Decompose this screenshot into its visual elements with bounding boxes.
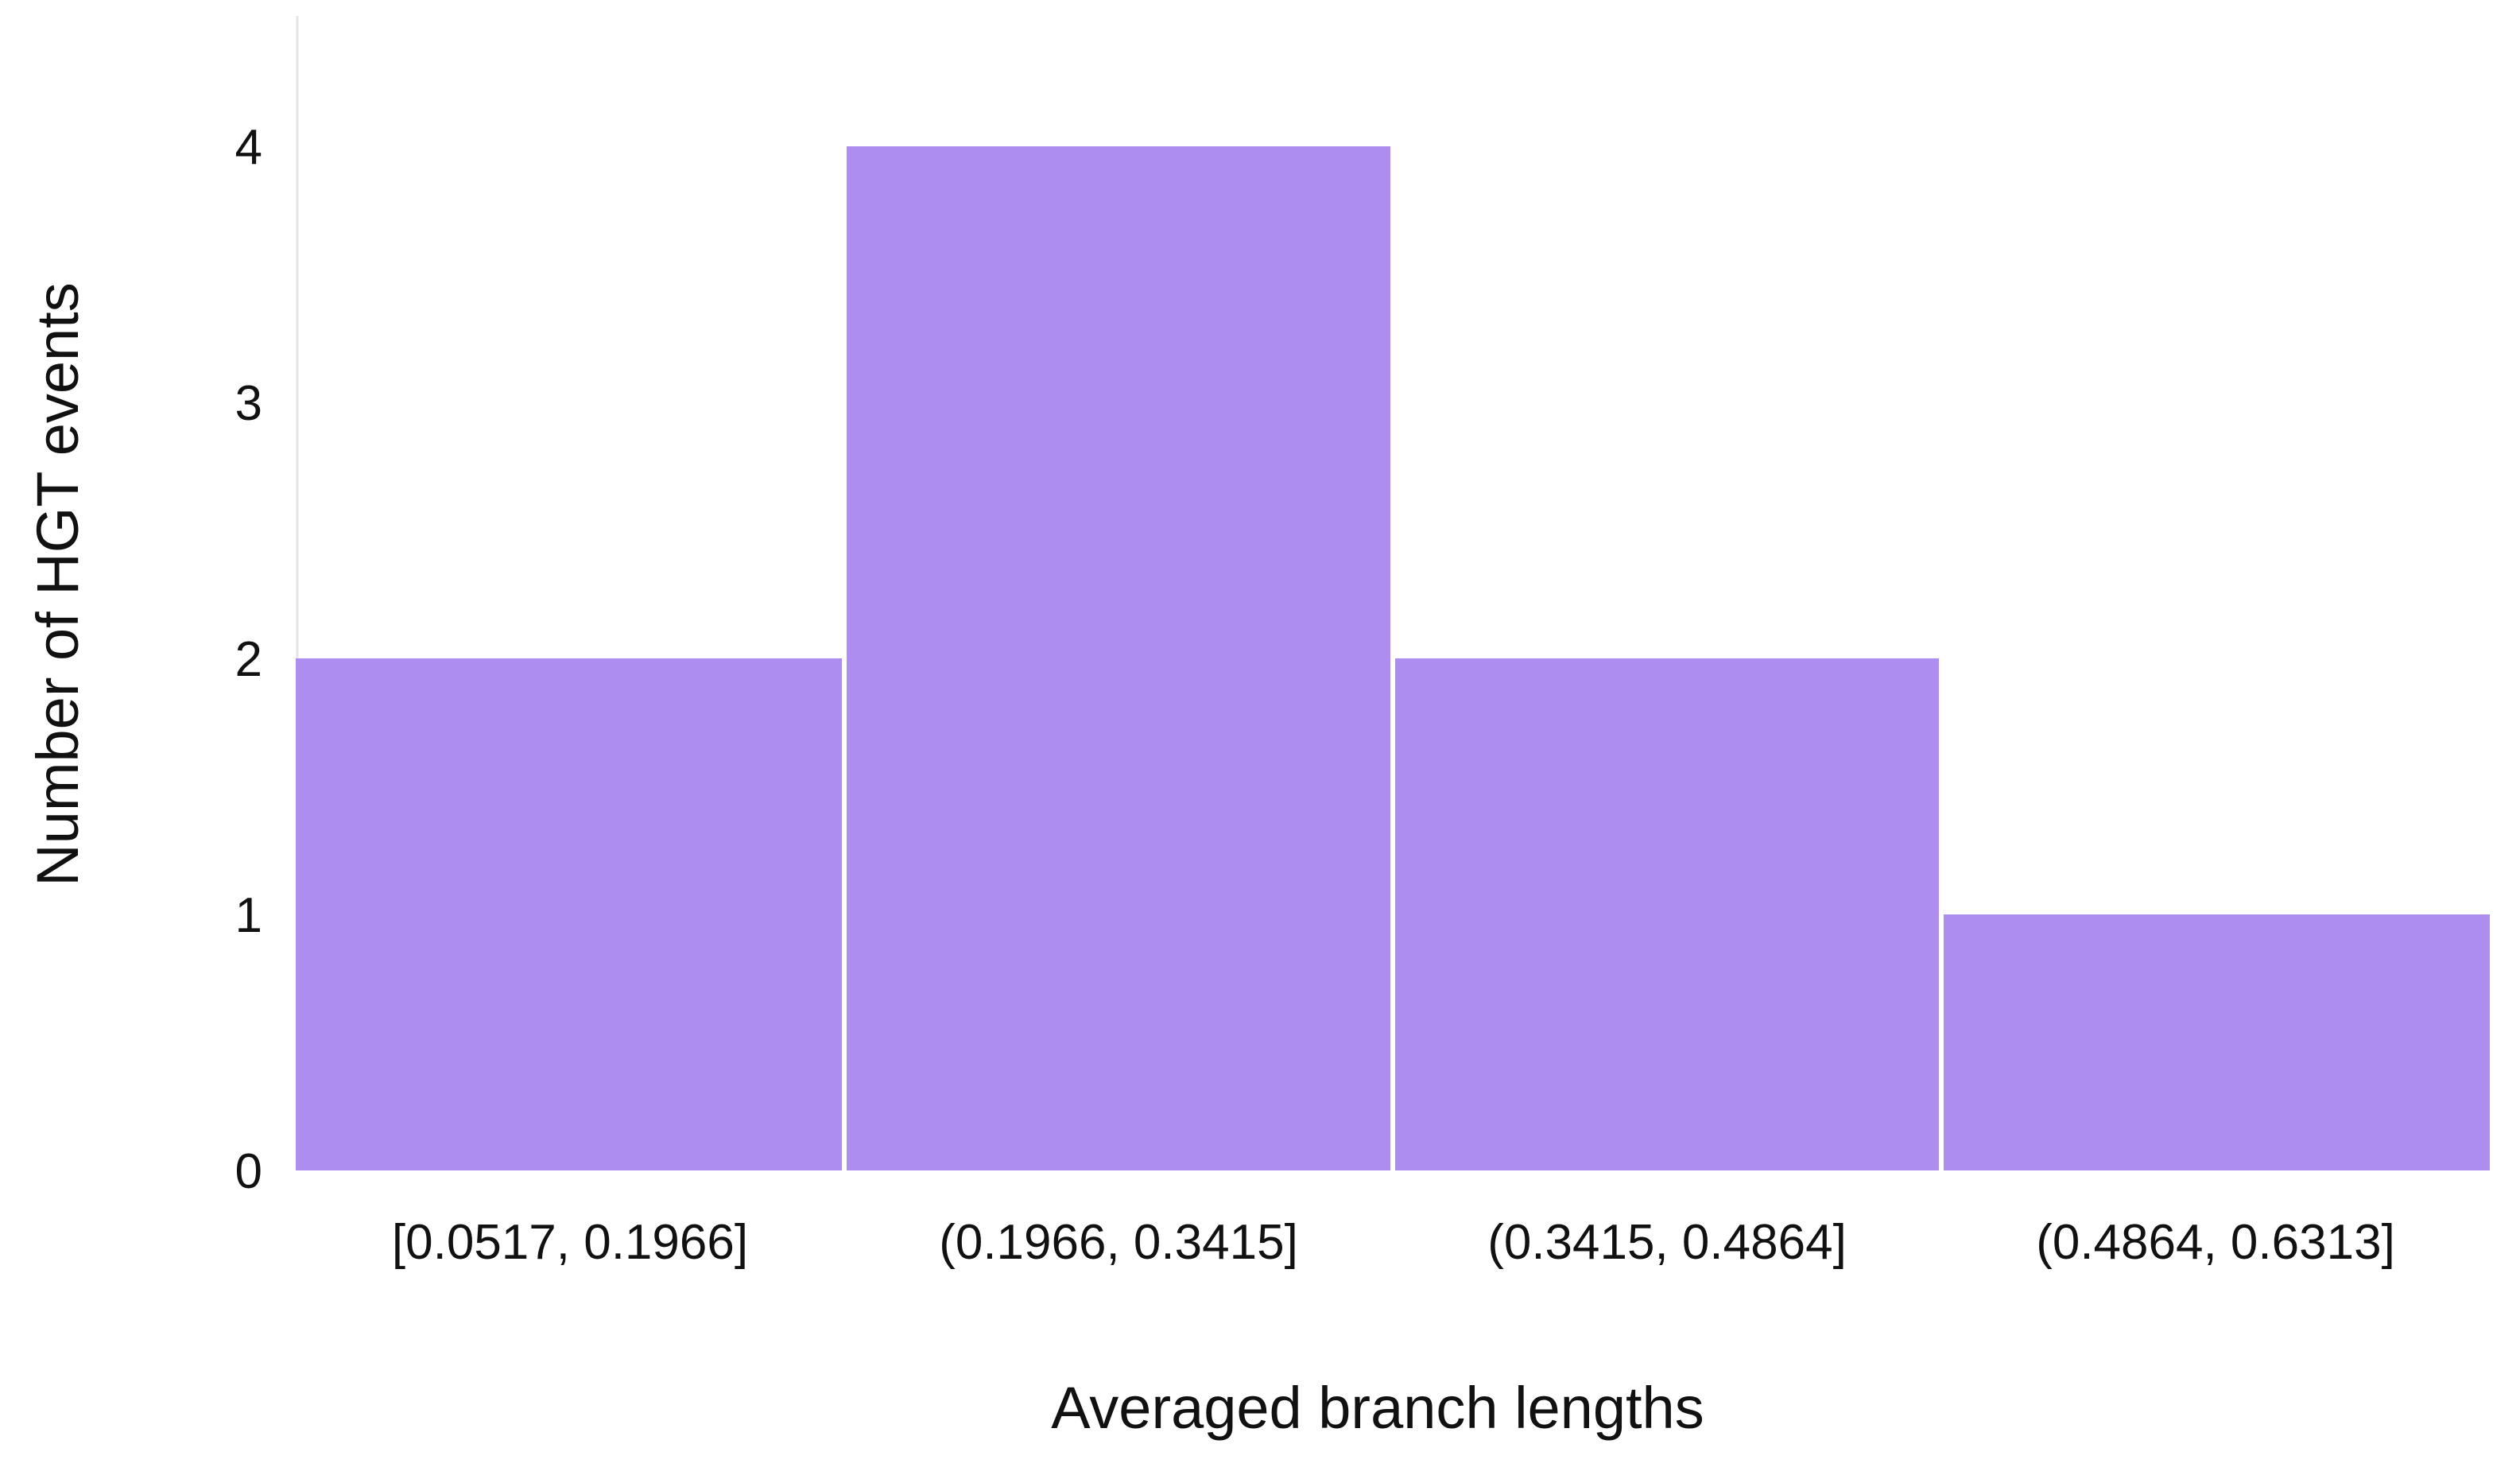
y-tick-label-1: 1 [235,888,262,943]
y-tick-labels: 0 1 2 3 4 [235,120,262,1199]
y-tick-label-0: 0 [235,1144,262,1199]
x-tick-labels: [0.0517, 0.1966] (0.1966, 0.3415] (0.3415,… [392,1215,2395,1270]
bar-1 [296,658,842,1170]
y-tick-label-3: 3 [235,376,262,431]
y-axis-title: Number of HGT events [25,282,91,886]
bar-3 [1395,658,1939,1170]
bars-group [296,146,2490,1170]
x-tick-label-3: (0.3415, 0.4864] [1487,1215,1847,1270]
y-tick-label-2: 2 [235,632,262,687]
bar-4 [1944,914,2490,1170]
y-tick-label-4: 4 [235,120,262,175]
x-tick-label-2: (0.1966, 0.3415] [939,1215,1298,1270]
x-tick-label-4: (0.4864, 0.6313] [2036,1215,2395,1270]
x-tick-label-1: [0.0517, 0.1966] [392,1215,748,1270]
x-axis-title: Averaged branch lengths [1051,1375,1704,1441]
bar-2 [847,146,1390,1170]
